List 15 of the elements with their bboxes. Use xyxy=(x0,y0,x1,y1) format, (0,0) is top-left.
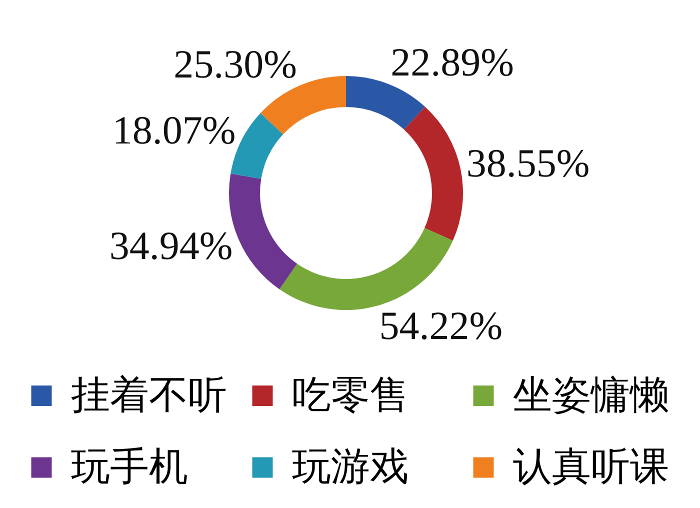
data-label: 18.07% xyxy=(112,107,236,152)
legend-label: 挂着不听 xyxy=(71,374,227,417)
data-label: 38.55% xyxy=(466,140,590,186)
legend-label: 玩手机 xyxy=(71,446,188,488)
donut-slice xyxy=(279,228,453,310)
legend-label: 坐姿慵懒 xyxy=(513,374,669,417)
data-label: 25.30% xyxy=(174,42,297,87)
legend-label: 吃零售 xyxy=(292,374,409,417)
legend-label: 认真听课 xyxy=(513,446,669,488)
legend-label: 玩游戏 xyxy=(292,446,409,488)
donut-slice xyxy=(346,76,426,130)
data-label: 54.22% xyxy=(379,302,503,348)
donut-slice xyxy=(404,106,463,241)
data-label: 22.89% xyxy=(390,39,514,84)
data-label: 34.94% xyxy=(109,223,233,268)
